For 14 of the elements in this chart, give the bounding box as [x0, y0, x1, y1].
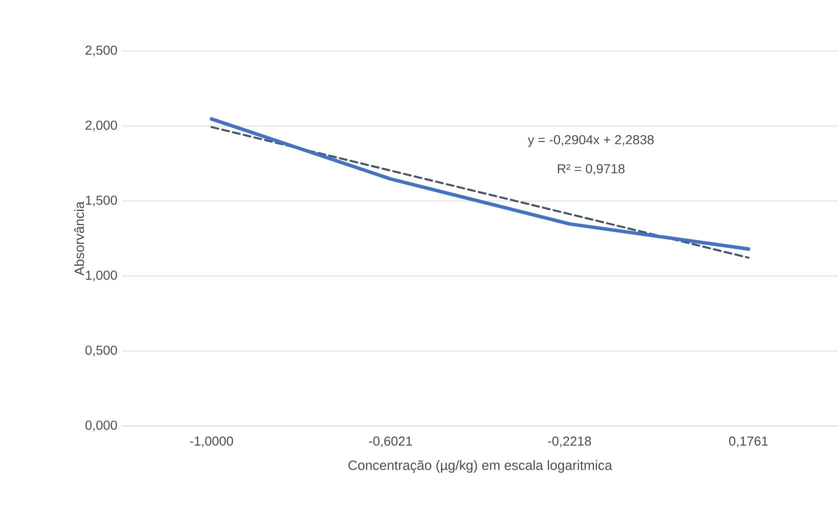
- x-tick-label: -0,6021: [369, 436, 412, 448]
- y-tick-label: 0,000: [85, 420, 117, 432]
- y-tick-label: 2,000: [86, 120, 117, 132]
- annotation: y = -0,2904x + 2,2838: [528, 135, 654, 147]
- x-axis-title: Concentração (µg/kg) em escala logaritmica: [348, 460, 612, 473]
- x-tick-label: 0,1761: [729, 436, 768, 448]
- y-tick-label: 0,500: [85, 346, 117, 356]
- annotation: R² = 0,9718: [558, 164, 625, 175]
- y-tick-label: 1,500: [86, 196, 117, 206]
- y-axis-title: Absorvância: [74, 201, 84, 276]
- x-tick-label: -0,2218: [548, 436, 591, 448]
- y-tick-label: 1,000: [86, 270, 117, 282]
- y-tick-label: 2,500: [86, 46, 117, 56]
- x-tick-label: -1,0000: [190, 436, 234, 448]
